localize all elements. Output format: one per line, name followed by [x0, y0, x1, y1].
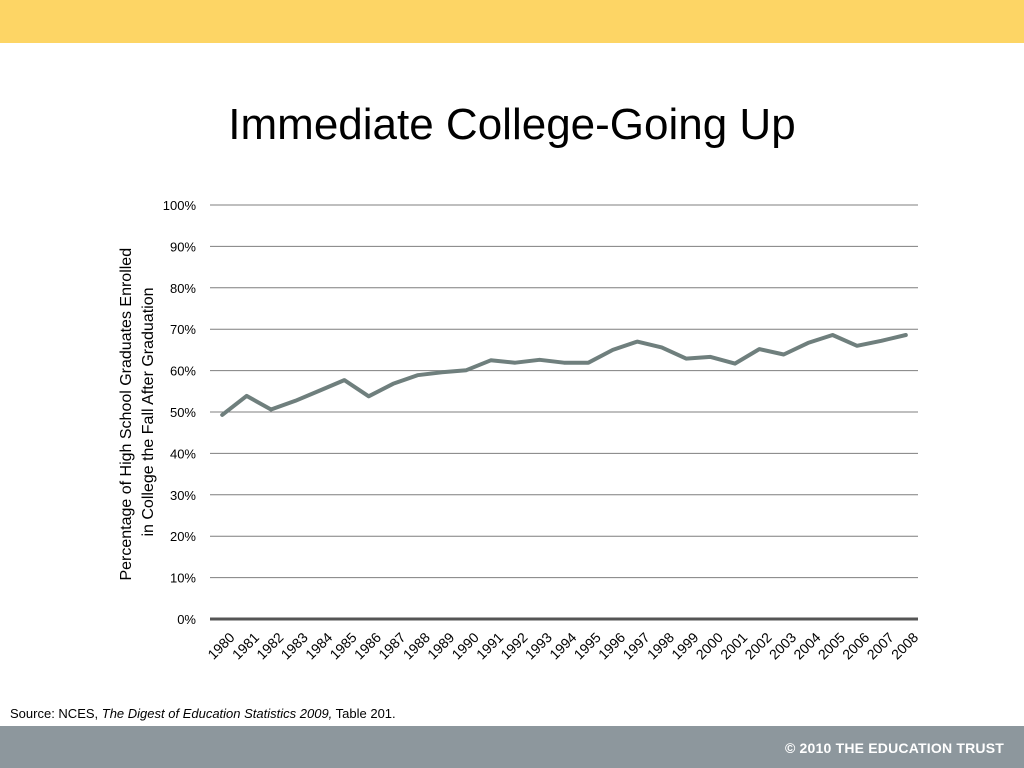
y-tick-label: 60%	[170, 364, 196, 379]
y-axis-label-line-2: in College the Fall After Graduation	[140, 287, 157, 536]
y-axis-label-line-1: Percentage of High School Graduates Enro…	[118, 248, 135, 581]
y-tick-label: 10%	[170, 571, 196, 586]
y-tick-label: 50%	[170, 405, 196, 420]
source-note: Source: NCES, The Digest of Education St…	[10, 706, 396, 721]
x-tick-label: 2008	[888, 629, 921, 662]
bottom-footer-band: © 2010 THE EDUCATION TRUST	[0, 726, 1024, 768]
y-tick-label: 40%	[170, 446, 196, 461]
y-tick-label: 70%	[170, 322, 196, 337]
series-line	[220, 333, 908, 417]
top-accent-band	[0, 0, 1024, 43]
source-publication: The Digest of Education Statistics 2009,	[101, 706, 333, 721]
gridlines	[210, 204, 918, 621]
y-tick-label: 20%	[170, 529, 196, 544]
y-axis-label: Percentage of High School Graduates Enro…	[118, 243, 157, 580]
line-chart: 0% 10% 20% 30% 40% 50% 60% 70% 80% 90% 100% 198019…	[118, 198, 921, 663]
y-axis-tick-labels: 0% 10% 20% 30% 40% 50% 60% 70% 80% 90% 100%	[163, 198, 197, 627]
copyright-text: © 2010 THE EDUCATION TRUST	[784, 740, 1004, 756]
y-tick-label: 80%	[170, 281, 196, 296]
slide-title: Immediate College-Going Up	[228, 100, 796, 149]
series-layer	[220, 333, 908, 417]
y-tick-label: 0%	[177, 612, 196, 627]
source-prefix: Source: NCES,	[10, 706, 102, 721]
x-axis-tick-labels: 1980198119821983198419851986198719881989…	[204, 629, 921, 662]
source-suffix: Table 201.	[332, 706, 396, 721]
y-tick-label: 90%	[170, 239, 196, 254]
y-tick-label: 100%	[163, 198, 197, 213]
y-tick-label: 30%	[170, 488, 196, 503]
